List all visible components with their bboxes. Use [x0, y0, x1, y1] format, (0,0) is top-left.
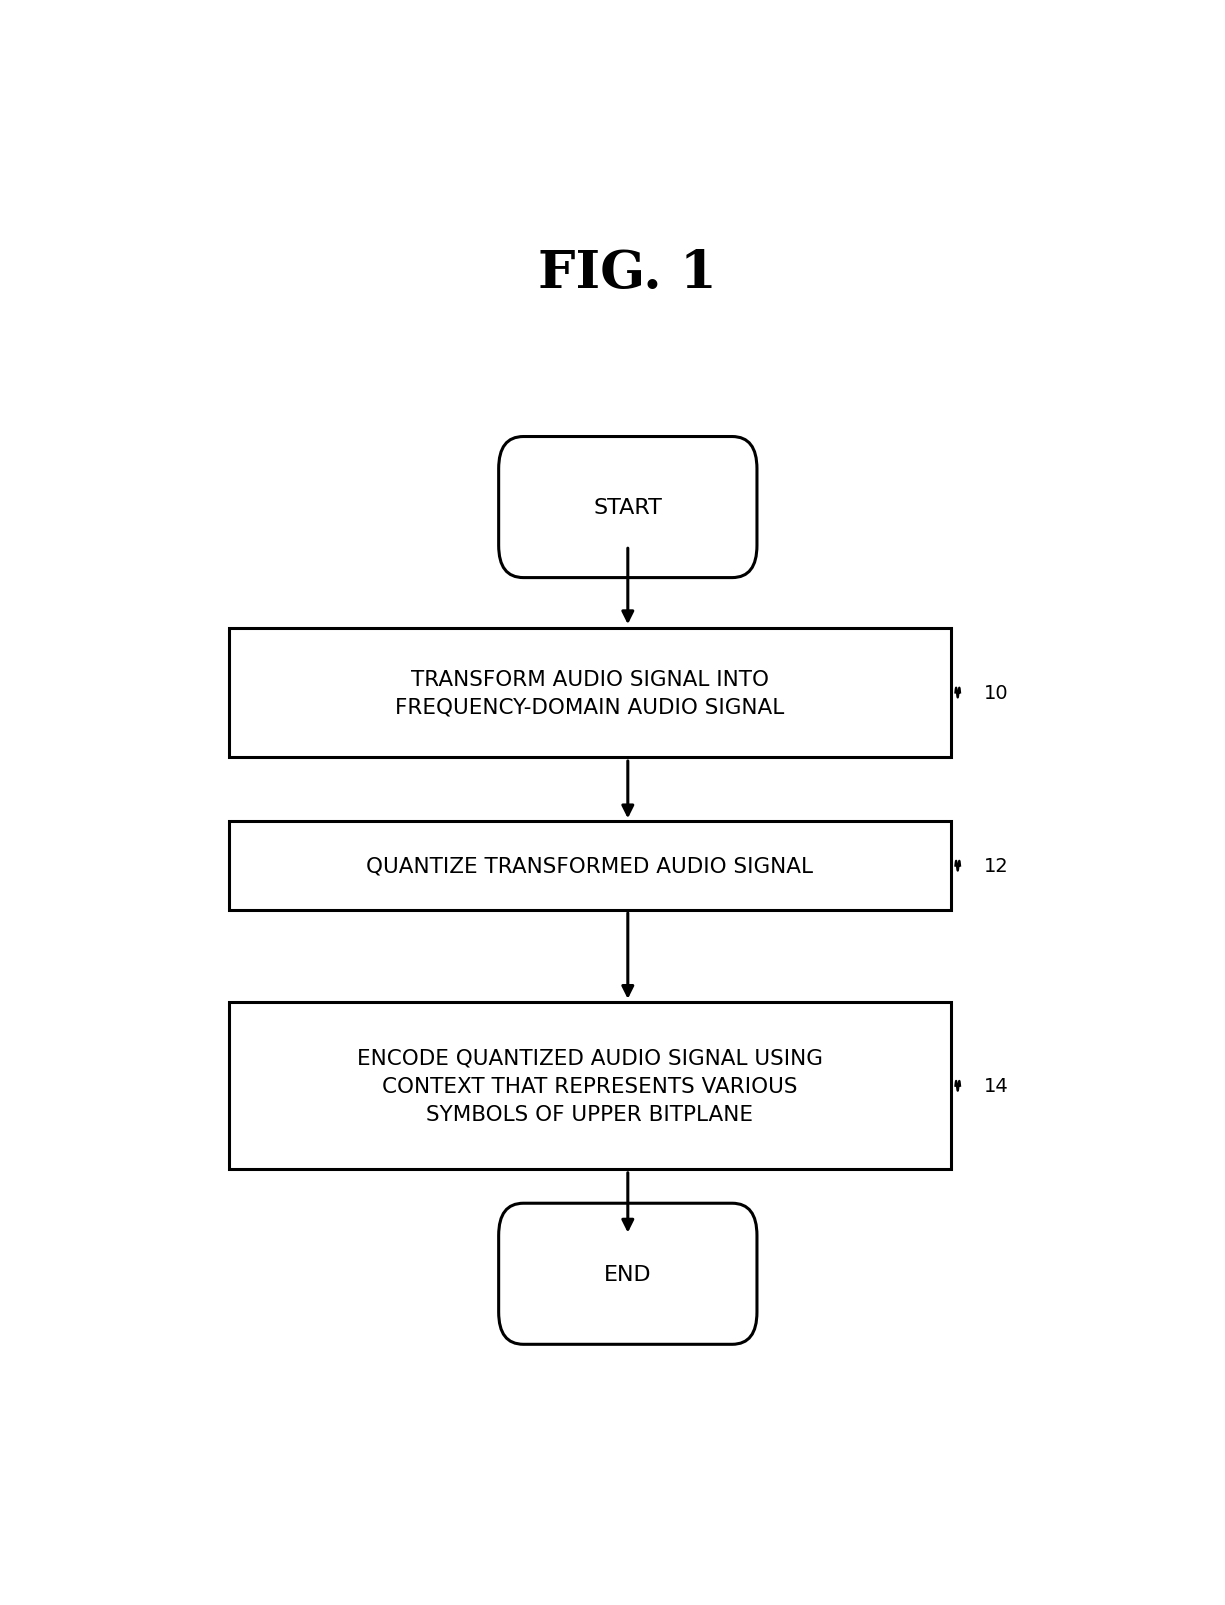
Text: START: START [593, 498, 663, 518]
Text: FIG. 1: FIG. 1 [539, 247, 717, 299]
Text: ENCODE QUANTIZED AUDIO SIGNAL USING
CONTEXT THAT REPRESENTS VARIOUS
SYMBOLS OF U: ENCODE QUANTIZED AUDIO SIGNAL USING CONT… [356, 1048, 823, 1124]
FancyBboxPatch shape [499, 437, 757, 578]
Text: TRANSFORM AUDIO SIGNAL INTO
FREQUENCY-DOMAIN AUDIO SIGNAL: TRANSFORM AUDIO SIGNAL INTO FREQUENCY-DO… [396, 669, 784, 717]
FancyBboxPatch shape [499, 1204, 757, 1345]
FancyBboxPatch shape [229, 628, 951, 758]
Text: QUANTIZE TRANSFORMED AUDIO SIGNAL: QUANTIZE TRANSFORMED AUDIO SIGNAL [366, 855, 813, 876]
Text: 10: 10 [984, 684, 1008, 703]
FancyBboxPatch shape [229, 822, 951, 910]
FancyBboxPatch shape [229, 1003, 951, 1170]
Text: 14: 14 [984, 1077, 1008, 1096]
Text: 12: 12 [984, 857, 1008, 876]
Text: END: END [604, 1265, 652, 1284]
